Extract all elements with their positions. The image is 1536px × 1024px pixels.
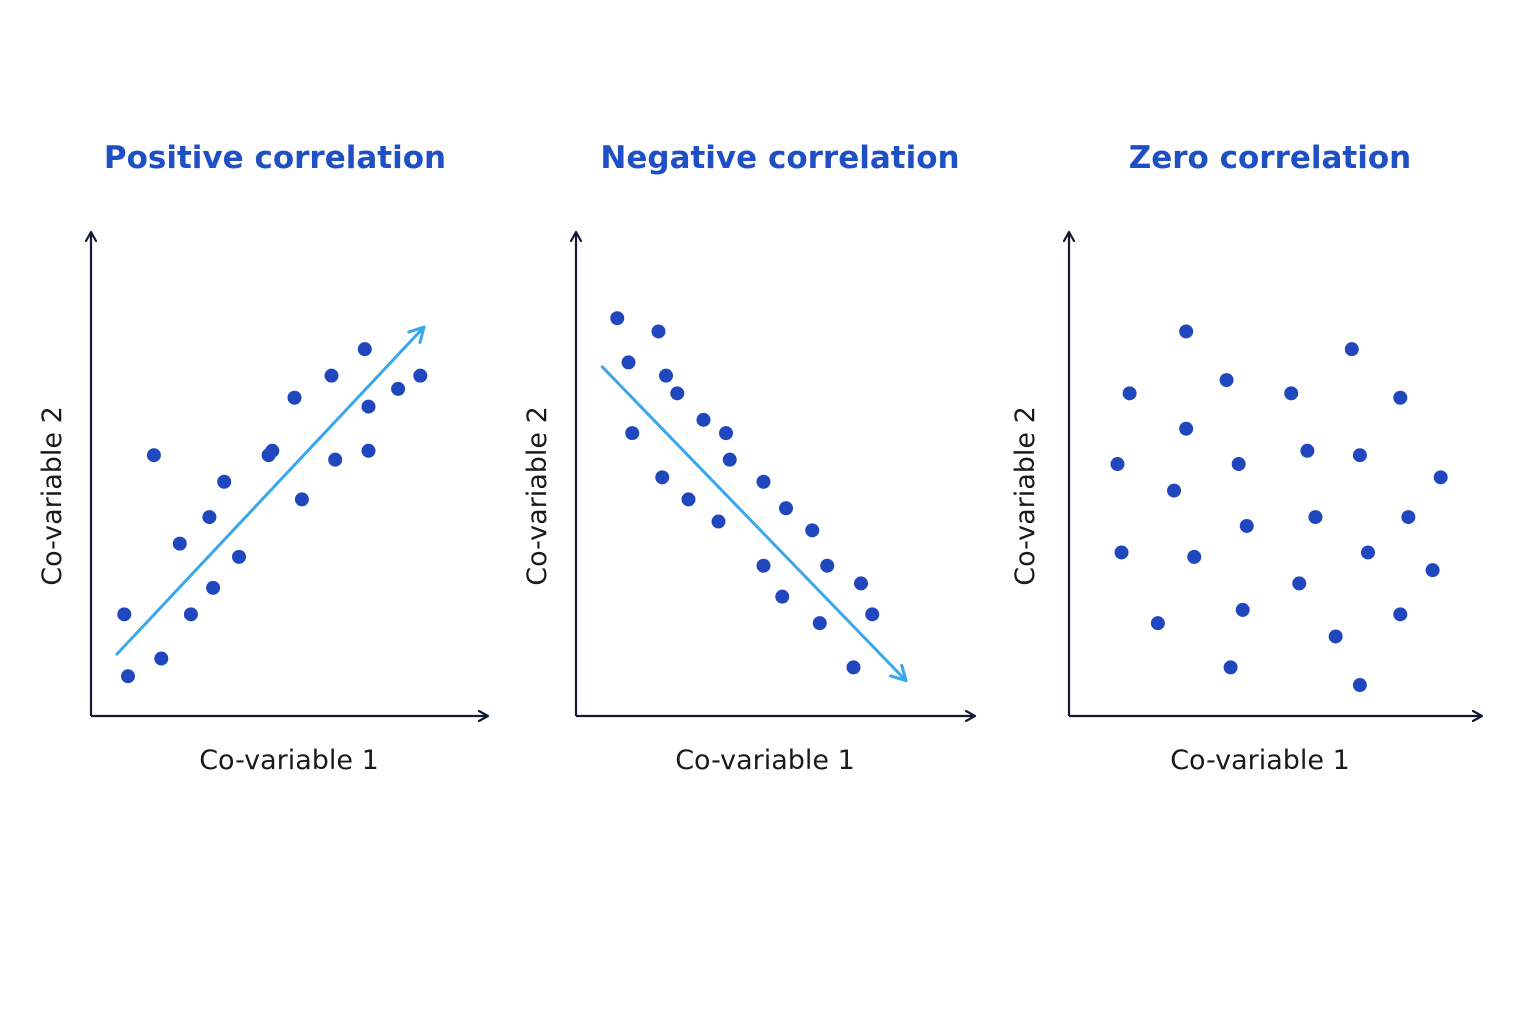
data-point — [1425, 563, 1440, 578]
data-point — [812, 616, 827, 631]
data-point — [154, 651, 169, 666]
chart-title-negative: Negative correlation — [600, 140, 959, 176]
data-point — [121, 669, 135, 684]
data-point — [357, 342, 372, 357]
data-point — [1179, 324, 1194, 339]
chart-negative-correlation: Negative correlation Co-variable 1 Co-va… — [522, 140, 975, 776]
data-point — [1300, 443, 1315, 458]
x-axis-label-positive: Co-variable 1 — [199, 745, 379, 776]
data-point — [854, 576, 868, 591]
data-point — [1187, 549, 1202, 564]
chart-positive-correlation: Positive correlation Co-variable 1 Co-va… — [37, 140, 488, 776]
data-point — [1433, 470, 1448, 485]
data-point — [1360, 545, 1375, 560]
trend-arrow-negative — [600, 365, 906, 681]
data-point — [711, 514, 726, 529]
data-point — [655, 470, 670, 485]
data-point — [172, 536, 187, 551]
data-point — [651, 324, 666, 339]
data-point — [610, 311, 625, 326]
data-point — [722, 452, 737, 467]
x-axis-label-negative: Co-variable 1 — [675, 745, 855, 776]
data-point — [361, 443, 376, 458]
data-point — [681, 492, 696, 507]
points-positive — [117, 342, 428, 684]
data-point — [217, 474, 232, 489]
data-point — [206, 580, 221, 595]
data-point — [1223, 660, 1238, 675]
data-point — [756, 558, 771, 573]
data-point — [1110, 457, 1125, 472]
data-point — [775, 589, 790, 604]
data-point — [1239, 518, 1254, 533]
data-point — [1393, 607, 1408, 622]
points-negative — [610, 311, 880, 675]
data-point — [1231, 457, 1246, 472]
data-point — [1292, 576, 1307, 591]
data-point — [1122, 386, 1137, 401]
data-point — [696, 412, 711, 427]
data-point — [1167, 483, 1182, 498]
data-point — [719, 426, 733, 441]
data-point — [328, 452, 343, 467]
data-point — [294, 492, 309, 507]
y-axis-label-negative: Co-variable 2 — [522, 406, 553, 586]
data-point — [1284, 386, 1299, 401]
trend-arrow-positive — [115, 327, 424, 656]
data-point — [1179, 421, 1194, 436]
data-point — [1401, 510, 1416, 525]
data-point — [820, 558, 835, 573]
data-point — [287, 390, 302, 405]
data-point — [1344, 342, 1359, 357]
data-point — [659, 368, 673, 383]
data-point — [621, 355, 636, 370]
data-point — [1150, 616, 1165, 631]
points-zero — [1110, 324, 1448, 693]
chart-title-zero: Zero correlation — [1129, 140, 1412, 176]
data-point — [756, 474, 771, 489]
data-point — [1352, 448, 1367, 463]
data-point — [361, 399, 376, 414]
data-point — [1393, 390, 1408, 405]
x-axis-label-zero: Co-variable 1 — [1170, 745, 1350, 776]
data-point — [324, 368, 339, 383]
data-point — [1308, 510, 1323, 525]
data-point — [779, 501, 793, 516]
data-point — [1219, 373, 1234, 388]
chart-zero-correlation: Zero correlation Co-variable 1 Co-variab… — [1010, 140, 1482, 776]
chart-title-positive: Positive correlation — [104, 140, 446, 176]
data-point — [846, 660, 861, 675]
y-axis-label-zero: Co-variable 2 — [1010, 406, 1041, 586]
data-point — [1328, 629, 1343, 644]
data-point — [805, 523, 820, 538]
data-point — [265, 443, 280, 458]
data-point — [1235, 602, 1250, 617]
data-point — [117, 607, 132, 622]
data-point — [1114, 545, 1129, 560]
data-point — [391, 381, 406, 396]
data-point — [413, 368, 428, 383]
data-point — [202, 510, 217, 525]
data-point — [865, 607, 880, 622]
data-point — [146, 448, 161, 463]
data-point — [183, 607, 198, 622]
data-point — [625, 426, 640, 441]
data-point — [670, 386, 685, 401]
data-point — [232, 549, 246, 564]
data-point — [1352, 678, 1367, 693]
y-axis-label-positive: Co-variable 2 — [37, 406, 68, 586]
